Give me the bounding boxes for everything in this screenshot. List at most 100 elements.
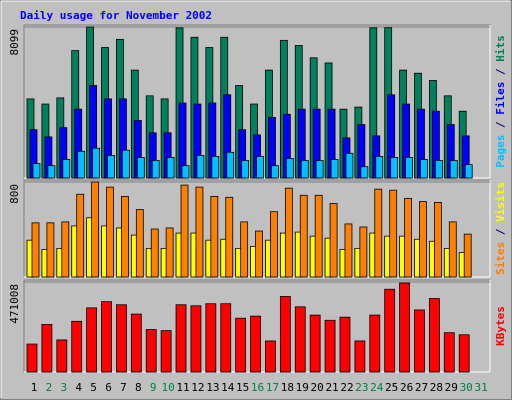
x-tick-label: 25 (385, 381, 398, 394)
bar (190, 305, 202, 373)
bar (384, 288, 396, 373)
bar (256, 156, 264, 179)
legend-separator: / (494, 62, 507, 82)
bar (434, 160, 443, 179)
x-tick-label: 3 (60, 381, 67, 394)
bar (279, 296, 291, 373)
bar (62, 159, 71, 179)
bar (166, 157, 175, 179)
bar (344, 223, 353, 278)
bar (284, 187, 293, 278)
x-tick-label: 17 (266, 381, 279, 394)
x-tick-label: 2 (46, 381, 53, 394)
bar (160, 330, 172, 373)
x-tick-label: 5 (90, 381, 97, 394)
bar (77, 150, 86, 179)
x-tick-label: 30 (460, 381, 473, 394)
x-tick-label: 16 (251, 381, 264, 394)
bar (414, 309, 425, 373)
x-tick-label: 23 (355, 381, 368, 394)
bar (71, 320, 83, 373)
bar (270, 211, 278, 278)
bar (315, 160, 324, 179)
x-tick-label: 13 (206, 381, 219, 394)
bar (150, 228, 159, 278)
bar (101, 301, 112, 373)
bar (405, 157, 413, 179)
bar (241, 160, 250, 179)
bar (359, 226, 368, 278)
bar (46, 222, 55, 278)
bar (285, 158, 294, 179)
bar (122, 149, 130, 179)
bar (389, 189, 398, 278)
bar (220, 303, 232, 373)
bar (420, 159, 428, 179)
x-tick-label: 4 (75, 381, 82, 394)
x-tick-label: 8 (135, 381, 142, 394)
x-tick-label: 11 (176, 381, 189, 394)
bar (181, 165, 190, 179)
bar (165, 227, 174, 278)
x-tick-label: 24 (370, 381, 384, 394)
bar (399, 282, 410, 373)
bar (339, 316, 351, 373)
x-tick-label: 7 (120, 381, 127, 394)
bar (196, 155, 205, 179)
bar (463, 233, 472, 278)
bar (86, 307, 98, 373)
bar (324, 319, 336, 373)
bar (116, 304, 127, 373)
y-tick-label: 471008 (8, 284, 21, 324)
bar (419, 201, 427, 278)
bar (32, 163, 41, 179)
bar (458, 334, 470, 373)
x-tick-label: 20 (311, 381, 324, 394)
bar (314, 194, 323, 278)
legend-entry: Pages (494, 135, 507, 168)
x-tick-label: 9 (150, 381, 157, 394)
bar (145, 329, 157, 373)
bar (255, 230, 263, 278)
bar (41, 324, 53, 373)
bar (61, 221, 70, 278)
bar (76, 193, 85, 278)
bar (404, 197, 412, 278)
bar (271, 165, 279, 179)
bar (225, 196, 234, 278)
x-tick-label: 31 (474, 381, 487, 394)
bar (330, 159, 339, 179)
x-tick-label: 10 (162, 381, 175, 394)
bar (26, 343, 38, 373)
bar (265, 340, 276, 373)
x-tick-label: 26 (400, 381, 413, 394)
bar (92, 147, 101, 179)
bar (375, 156, 384, 179)
bar (240, 221, 249, 278)
bar (106, 186, 114, 278)
bar (31, 222, 40, 278)
bar (345, 152, 354, 179)
legend-entry: Visits (494, 182, 507, 222)
bar (449, 160, 458, 179)
x-tick-label: 27 (415, 381, 428, 394)
bar (235, 317, 247, 373)
legend-entry: KBytes (494, 306, 507, 346)
bar (369, 314, 381, 373)
bar (443, 332, 455, 373)
bar (354, 340, 366, 373)
bar (428, 298, 440, 373)
bar (250, 315, 261, 373)
bar (205, 303, 217, 373)
bar (448, 221, 457, 278)
bar (121, 195, 129, 278)
bar (56, 339, 68, 373)
x-tick-label: 12 (191, 381, 204, 394)
legend-separator: / (494, 222, 507, 242)
bar (309, 314, 321, 373)
bar (433, 202, 442, 278)
x-tick-label: 21 (325, 381, 338, 394)
bar (180, 184, 189, 278)
